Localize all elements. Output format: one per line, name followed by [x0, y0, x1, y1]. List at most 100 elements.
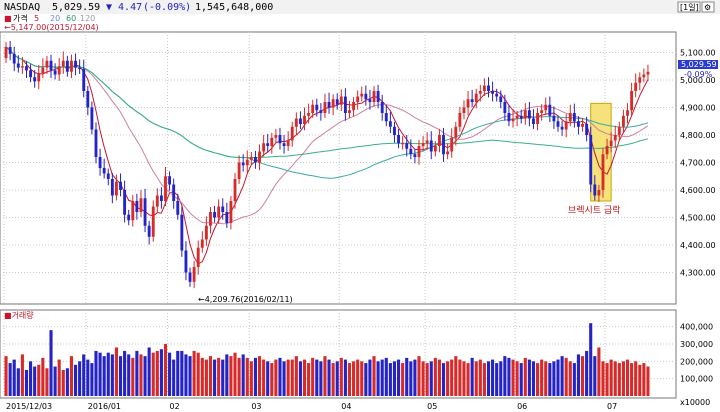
candle-body: [266, 143, 270, 146]
volume-bar: [527, 359, 531, 396]
volume-bar: [589, 323, 593, 396]
volume-panel: [0, 309, 677, 399]
volume-bar: [196, 352, 200, 396]
candle-body: [102, 168, 106, 174]
candle-body: [560, 126, 564, 130]
candle-body: [446, 151, 450, 155]
candle-body: [41, 67, 45, 74]
candle-body: [78, 67, 82, 69]
candle-body: [564, 121, 568, 130]
candle-body: [86, 91, 90, 108]
candle-body: [384, 113, 388, 122]
volume-bar: [593, 356, 597, 396]
volume-bar: [176, 350, 180, 396]
volume-bar: [253, 357, 258, 396]
candle-body: [319, 110, 323, 113]
volume-bar: [307, 363, 311, 396]
volume-bar: [302, 359, 307, 396]
volume-bar: [73, 364, 78, 396]
volume-bar: [315, 359, 319, 396]
candle-body: [241, 162, 245, 166]
volume-bar: [441, 363, 446, 396]
candle-body: [331, 99, 335, 108]
ma-line-5: [5, 46, 649, 265]
price-axis: 5,100.00 5,000.00 4,900.00 4,800.00 4,700.00…: [680, 49, 716, 278]
candle-body: [45, 60, 49, 68]
settings-button[interactable]: [701, 1, 715, 13]
volume-bar: [621, 361, 625, 396]
volume-bar: [90, 363, 94, 396]
volume-bar: [168, 352, 172, 396]
volume-bar: [114, 347, 118, 396]
ma-legend-item: 20: [50, 14, 60, 23]
volume-bar: [564, 357, 568, 396]
candle-body: [323, 102, 327, 113]
candle-body: [184, 250, 188, 273]
volume-tick-label: 100,000: [680, 375, 713, 384]
candle-body: [176, 201, 180, 215]
candle-body: [135, 201, 139, 212]
volume-bar: [127, 354, 131, 396]
volume-bar: [380, 359, 384, 396]
volume-panel-title: ■거래량: [4, 310, 34, 320]
volume-bar: [53, 366, 57, 396]
volume-bar: [372, 356, 376, 396]
volume-bar: [65, 368, 69, 396]
candle-body: [478, 91, 482, 94]
volume-bar: [343, 359, 347, 396]
candle-body: [511, 118, 515, 122]
candle-body: [626, 110, 629, 116]
candle-body: [74, 60, 77, 68]
candle-body: [249, 157, 253, 160]
volume-bar: [617, 363, 621, 396]
candle-body: [482, 85, 486, 91]
candle-body: [192, 267, 196, 282]
candle-body: [413, 154, 417, 157]
candle-body: [454, 126, 458, 138]
candle-body: [642, 74, 646, 78]
date-axis: 2015/12/03 2016/01 02 03 04 05 06 07: [6, 402, 617, 411]
candle-body: [352, 102, 356, 111]
candle-body: [458, 113, 462, 127]
period-button[interactable]: [677, 1, 701, 13]
volume-bar: [552, 361, 556, 396]
volume-tick-label: 300,000: [680, 340, 713, 349]
candle-body: [421, 143, 425, 146]
candle-body: [200, 239, 204, 248]
moving-averages: [5, 46, 649, 265]
volume-bar: [544, 361, 548, 396]
volume-bar: [462, 361, 466, 396]
volume-bar: [376, 361, 380, 396]
candle-body: [307, 113, 311, 116]
volume-bar: [221, 359, 225, 396]
volume-bar: [139, 354, 143, 396]
candle-body: [519, 115, 523, 119]
volume-bar: [576, 354, 581, 396]
candle-body: [303, 115, 306, 124]
volume-bar: [94, 350, 98, 396]
volume-bar: [49, 330, 53, 396]
candle-body: [544, 104, 548, 111]
volume-bar: [466, 363, 470, 396]
volume-bar: [327, 359, 331, 396]
volume-bar: [638, 364, 642, 396]
volume-bar: [290, 359, 294, 396]
volume-bar: [548, 363, 552, 396]
volume-bar: [446, 361, 450, 396]
candle-body: [372, 91, 376, 102]
change-pct-label: (-0.09%): [143, 2, 191, 13]
volume-bar: [396, 359, 401, 396]
candle-body: [29, 70, 33, 78]
volume-bar: [421, 361, 425, 396]
volume-bar: [580, 356, 585, 396]
last-price-tag-label: 5,029.59: [681, 60, 717, 69]
ma-line-20: [5, 46, 649, 225]
candle-body: [106, 173, 110, 179]
price-label: 5,029.59: [52, 2, 100, 13]
volume-bar: [249, 361, 253, 396]
volume-bar: [540, 359, 544, 396]
volume-bar: [298, 361, 302, 396]
candle-body: [270, 137, 274, 146]
candle-body: [589, 135, 593, 185]
